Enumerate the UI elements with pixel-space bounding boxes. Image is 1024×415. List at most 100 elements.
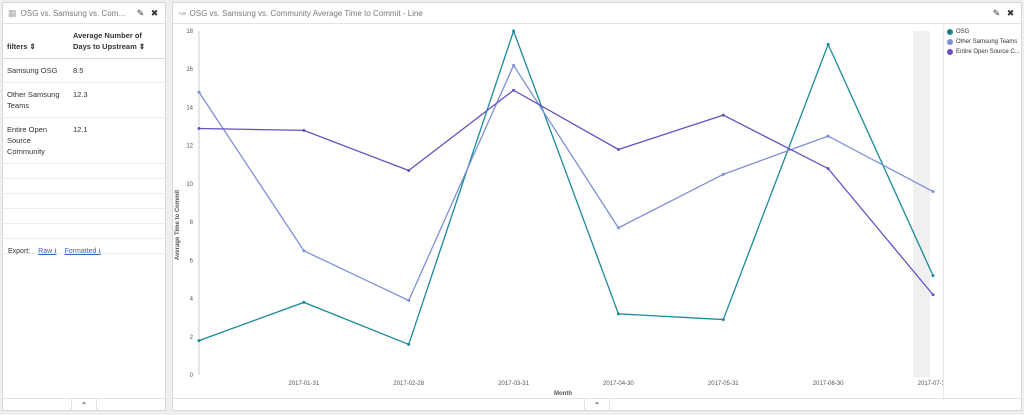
empty-row xyxy=(3,179,165,194)
data-point[interactable] xyxy=(931,190,935,194)
legend-label: OSG xyxy=(956,29,970,35)
y-tick-label: 10 xyxy=(186,182,193,188)
chart-axes: 0 2 4 6 8 10 12 14 16 18 2017-01-31 2017-02-28 2017-… xyxy=(186,29,943,387)
series-line-1[interactable] xyxy=(198,64,934,302)
collapse-toggle-button[interactable]: ⌃ xyxy=(584,399,610,411)
data-point[interactable] xyxy=(197,339,201,343)
data-point[interactable] xyxy=(721,172,725,176)
x-tick-label: 2017-06-30 xyxy=(813,381,844,387)
data-point[interactable] xyxy=(721,113,725,117)
x-tick-label: 2017-04-30 xyxy=(603,381,634,387)
x-axis-label: Month xyxy=(554,391,572,397)
chevron-right-icon[interactable]: › xyxy=(948,27,951,36)
export-formatted-label: Formatted xyxy=(64,248,97,255)
chart-panel-title: OSG vs. Samsung vs. Community Average Ti… xyxy=(189,8,423,18)
chart-lines xyxy=(197,29,935,346)
line-chart-icon: ↝ xyxy=(178,7,186,18)
close-icon[interactable]: ✖ xyxy=(150,7,159,18)
x-tick-label: 2017-01-31 xyxy=(289,381,320,387)
series-line-2[interactable] xyxy=(198,89,934,296)
download-icon: ⭳ xyxy=(98,248,101,255)
export-label: Export: xyxy=(8,248,31,255)
column-header-filters[interactable]: filters ⇕ xyxy=(3,24,69,59)
data-point[interactable] xyxy=(302,300,306,304)
y-tick-label: 2 xyxy=(190,335,194,341)
y-tick-label: 0 xyxy=(190,373,194,379)
table-row: Samsung OSG 8.5 xyxy=(3,58,165,83)
x-tick-label: 2017-03-31 xyxy=(498,381,529,387)
empty-row xyxy=(3,194,165,209)
x-tick-label: 2017-07-31 xyxy=(918,381,943,387)
legend-item-osg[interactable]: OSG xyxy=(947,27,1023,37)
chevron-up-icon: ⌃ xyxy=(593,400,601,410)
y-tick-label: 12 xyxy=(186,144,193,150)
legend-label: Entire Open Source C... xyxy=(956,49,1020,55)
close-icon[interactable]: ✖ xyxy=(1006,7,1015,18)
y-tick-label: 18 xyxy=(186,29,193,35)
series-line-0[interactable] xyxy=(198,29,934,346)
legend-item-other-samsung-teams[interactable]: Other Samsung Teams xyxy=(947,37,1023,47)
y-axis-label: Average Time to Commit xyxy=(175,190,181,260)
y-tick-label: 14 xyxy=(186,105,193,111)
y-tick-label: 6 xyxy=(190,258,194,264)
data-point[interactable] xyxy=(512,63,516,67)
edit-icon[interactable]: ✎ xyxy=(136,7,145,18)
table-cell: 12.3 xyxy=(69,82,165,118)
data-point[interactable] xyxy=(302,128,306,132)
data-point[interactable] xyxy=(407,298,411,302)
export-formatted-link[interactable]: Formatted ⭳ xyxy=(65,248,101,255)
data-point[interactable] xyxy=(826,134,830,138)
table-cell: 8.5 xyxy=(69,58,165,83)
data-point[interactable] xyxy=(721,318,725,322)
data-point[interactable] xyxy=(826,42,830,46)
table-row: Other Samsung Teams 12.3 xyxy=(3,82,165,118)
legend-dot xyxy=(947,29,953,35)
edit-icon[interactable]: ✎ xyxy=(992,7,1001,18)
export-raw-link[interactable]: Raw ⭳ xyxy=(38,248,56,255)
download-icon: ⭳ xyxy=(54,248,57,255)
data-table: filters ⇕ Average Number of Days to Upst… xyxy=(3,24,165,164)
legend-item-entire-open-source-community[interactable]: Entire Open Source C... xyxy=(947,47,1023,57)
data-point[interactable] xyxy=(616,147,620,151)
chart-panel-footer: ⌃ xyxy=(173,398,1021,411)
collapse-toggle-button[interactable]: ⌃ xyxy=(71,399,97,411)
table-panel-header: ▦ OSG vs. Samsung vs. Community ... ✎ ✖ xyxy=(3,3,165,24)
empty-row xyxy=(3,164,165,179)
table-cell: Entire Open Source Community xyxy=(3,117,69,164)
y-tick-label: 8 xyxy=(190,220,194,226)
data-point[interactable] xyxy=(197,90,201,94)
chevron-up-icon: ⌃ xyxy=(80,400,88,410)
empty-row xyxy=(3,239,165,254)
table-panel: ▦ OSG vs. Samsung vs. Community ... ✎ ✖ … xyxy=(2,2,166,411)
data-point[interactable] xyxy=(512,88,516,92)
empty-row xyxy=(3,209,165,224)
data-point[interactable] xyxy=(407,342,411,346)
x-tick-label: 2017-02-28 xyxy=(393,381,424,387)
data-point[interactable] xyxy=(616,226,620,230)
empty-table-area xyxy=(3,164,165,254)
column-header-average-days[interactable]: Average Number of Days to Upstream ⇕ xyxy=(69,24,165,59)
data-point[interactable] xyxy=(826,167,830,171)
table-row: Entire Open Source Community 12.1 xyxy=(3,117,165,164)
data-point[interactable] xyxy=(512,29,516,33)
data-point[interactable] xyxy=(931,293,935,297)
data-point[interactable] xyxy=(302,249,306,253)
legend-dot xyxy=(947,39,953,45)
chart-scroll-strip[interactable] xyxy=(913,31,930,377)
data-point[interactable] xyxy=(197,126,201,130)
x-tick-label: 2017-05-31 xyxy=(708,381,739,387)
empty-row xyxy=(3,224,165,239)
data-point[interactable] xyxy=(931,274,935,278)
table-cell: Samsung OSG xyxy=(3,58,69,83)
table-panel-footer: ⌃ xyxy=(3,398,165,411)
export-raw-label: Raw xyxy=(38,248,53,255)
data-point[interactable] xyxy=(616,312,620,316)
table-panel-title: OSG vs. Samsung vs. Community ... xyxy=(20,8,132,18)
y-tick-label: 16 xyxy=(186,67,193,73)
y-tick-label: 4 xyxy=(190,297,194,303)
legend-label: Other Samsung Teams xyxy=(956,39,1018,45)
line-chart: 0 2 4 6 8 10 12 14 16 18 2017-01-31 2017-02-28 2017-… xyxy=(175,29,943,397)
chart-legend: OSG Other Samsung Teams Entire Open Sour… xyxy=(943,25,1023,400)
data-point[interactable] xyxy=(407,169,411,173)
chart-panel-header: ↝ OSG vs. Samsung vs. Community Average … xyxy=(173,3,1021,24)
